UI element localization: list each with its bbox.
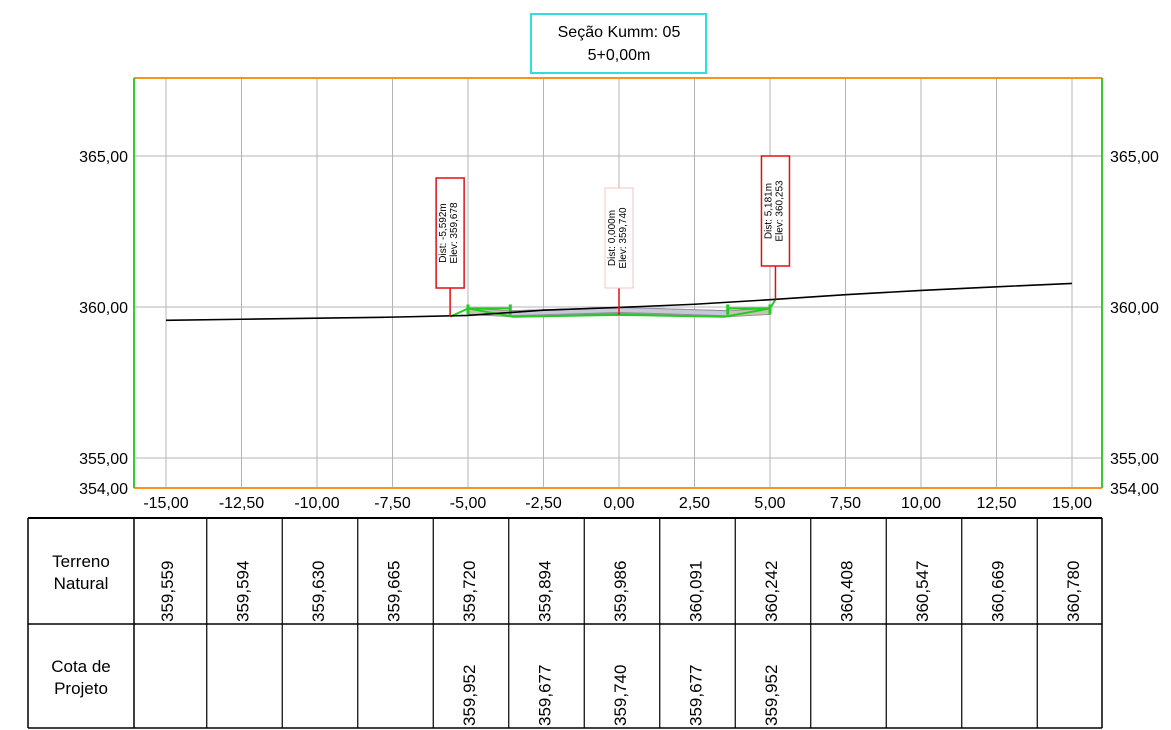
table-cell-1-7: 359,677 — [687, 665, 706, 726]
annotation-elev-2: Elev: 360,253 — [774, 180, 785, 242]
table-cell-1-8: 359,952 — [762, 665, 781, 726]
annotation-elev-1: Elev: 359,678 — [449, 202, 460, 264]
table-cell-0-1: 359,594 — [234, 561, 253, 622]
y-tick-label-left-0: 354,00 — [79, 481, 128, 498]
table-cell-0-8: 360,242 — [762, 561, 781, 622]
annotation-box-0 — [604, 187, 634, 289]
x-tick-label-8: 5,00 — [754, 495, 785, 512]
table-cell-0-4: 359,720 — [460, 561, 479, 622]
table-cell-0-2: 359,630 — [309, 561, 328, 622]
table-cell-0-0: 359,559 — [158, 561, 177, 622]
title-box: Seção Kumm: 05 5+0,00m — [530, 13, 707, 74]
x-tick-label-11: 12,50 — [976, 495, 1016, 512]
plot-frame — [133, 77, 1103, 489]
annotation-1: Dist: -5,592m Elev: 359,678 — [435, 177, 465, 317]
table-cell-0-9: 360,408 — [838, 561, 857, 622]
x-tick-label-4: -5,00 — [450, 495, 487, 512]
y-tick-label-right-1: 355,00 — [1110, 451, 1159, 468]
x-tick-label-2: -10,00 — [294, 495, 339, 512]
annotation-dist-1: Dist: -5,592m — [438, 203, 449, 262]
x-tick-label-9: 7,50 — [830, 495, 861, 512]
y-tick-label-left-2: 360,00 — [79, 300, 128, 317]
axis-labels: 354,00 354,00 355,00 355,00 360,00 360,00 365,… — [79, 149, 1159, 512]
table-row-label-line1-1: Cota de — [51, 657, 111, 676]
title-line2: 5+0,00m — [588, 47, 651, 64]
table-cell-0-5: 359,894 — [536, 561, 555, 622]
table-cell-1-6: 359,740 — [611, 665, 630, 726]
x-tick-label-1: -12,50 — [219, 495, 264, 512]
annotation-2: Dist: 5,181m Elev: 360,253 — [760, 155, 791, 300]
annotation-dist-2: Dist: 5,181m — [763, 183, 774, 239]
table-cell-1-5: 359,677 — [536, 665, 555, 726]
table-row-label-line2-1: Projeto — [54, 679, 108, 698]
table-cell-0-12: 360,780 — [1064, 561, 1083, 622]
table-row-label-line2-0: Natural — [54, 574, 109, 593]
table-cell-0-6: 359,986 — [611, 561, 630, 622]
table-row-label-line1-0: Terreno — [52, 552, 110, 571]
x-tick-label-10: 10,00 — [901, 495, 941, 512]
y-tick-label-left-1: 355,00 — [79, 451, 128, 468]
x-tick-label-12: 15,00 — [1052, 495, 1092, 512]
table-cell-0-11: 360,669 — [989, 561, 1008, 622]
x-tick-label-7: 2,50 — [679, 495, 710, 512]
annotation-elev-0: Elev: 359,740 — [618, 207, 629, 269]
table-cell-1-4: 359,952 — [460, 665, 479, 726]
elevation-table: Terreno Natural 359,559 359,594 359,630 359,6… — [27, 517, 1103, 729]
x-tick-label-0: -15,00 — [143, 495, 188, 512]
annotation-0: Dist: 0,000m Elev: 359,740 — [604, 187, 634, 315]
y-tick-label-right-2: 360,00 — [1110, 300, 1159, 317]
y-tick-label-right-0: 354,00 — [1110, 481, 1159, 498]
x-tick-label-3: -7,50 — [374, 495, 411, 512]
title-border — [530, 13, 707, 74]
table-cell-0-10: 360,547 — [913, 561, 932, 622]
y-tick-label-left-3: 365,00 — [79, 149, 128, 166]
x-tick-label-5: -2,50 — [525, 495, 562, 512]
grid-lines — [134, 78, 1102, 488]
title-line1: Seção Kumm: 05 — [558, 24, 681, 41]
annotation-box-2 — [760, 155, 791, 267]
table-cell-0-7: 360,091 — [687, 561, 706, 622]
y-tick-label-right-3: 365,00 — [1110, 149, 1159, 166]
annotation-dist-0: Dist: 0,000m — [607, 210, 618, 266]
x-tick-label-6: 0,00 — [603, 495, 634, 512]
table-cell-0-3: 359,665 — [385, 561, 404, 622]
annotation-box-1 — [435, 177, 465, 289]
